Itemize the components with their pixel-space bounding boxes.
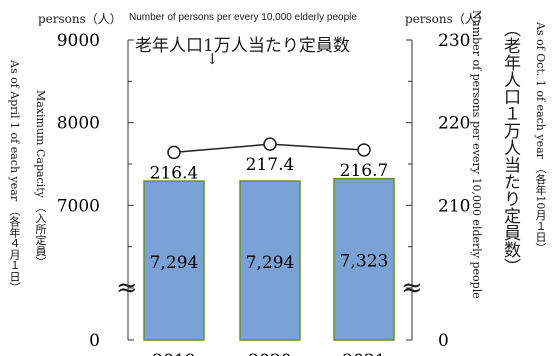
- line-value-label: 216.7: [340, 161, 389, 181]
- right-tick-label: 210: [438, 196, 470, 216]
- bar-value-label: 7,294: [150, 253, 199, 273]
- line-point-2019: [167, 145, 181, 160]
- line-point-2020: [263, 137, 277, 151]
- right-tick-label: 230: [438, 31, 470, 51]
- right-axis-title-en: Number of persons per every 10,000 elder…: [470, 10, 483, 299]
- line-value-label: 216.4: [150, 163, 199, 183]
- right-tick-label: 220: [438, 114, 470, 134]
- right-axis-unit: persons（人）: [405, 12, 489, 26]
- left-axis-note: As of April 1 of each year （各年４月１日）: [8, 60, 21, 293]
- right-tick-label: 0: [438, 331, 449, 351]
- category-label: 2019: [152, 351, 195, 356]
- line-point-2021: [357, 143, 371, 157]
- line-value-label: 217.4: [246, 155, 295, 175]
- left-tick-label: 7000: [57, 196, 100, 216]
- category-label: 2020: [248, 351, 291, 356]
- line-series-title-en: Number of persons per every 10,000 elder…: [129, 12, 357, 23]
- left-tick-label: 8000: [57, 114, 100, 134]
- left-tick-label: 0: [89, 331, 100, 351]
- bar-2020: [239, 180, 301, 341]
- line-series-title-jp: 老年人口1万人当たり定員数: [135, 36, 350, 56]
- right-axis-note: As of Oct. 1 of each year （各年10月１日）: [534, 22, 547, 254]
- bar-value-label: 7,323: [340, 251, 389, 271]
- left-axis-title: Maximum Capacity （入所定員）: [34, 90, 47, 268]
- arrow-pointer: ↓: [206, 50, 219, 68]
- bar-2021: [333, 177, 395, 341]
- left-axis-unit: persons（人）: [38, 12, 122, 26]
- right-axis-title-jp: （老年人口１万人当たり定員数）: [500, 20, 520, 275]
- left-tick-label: 9000: [57, 31, 100, 51]
- bar-2019: [143, 180, 205, 341]
- bar-value-label: 7,294: [246, 253, 295, 273]
- left-axis-break: ≈: [116, 273, 138, 303]
